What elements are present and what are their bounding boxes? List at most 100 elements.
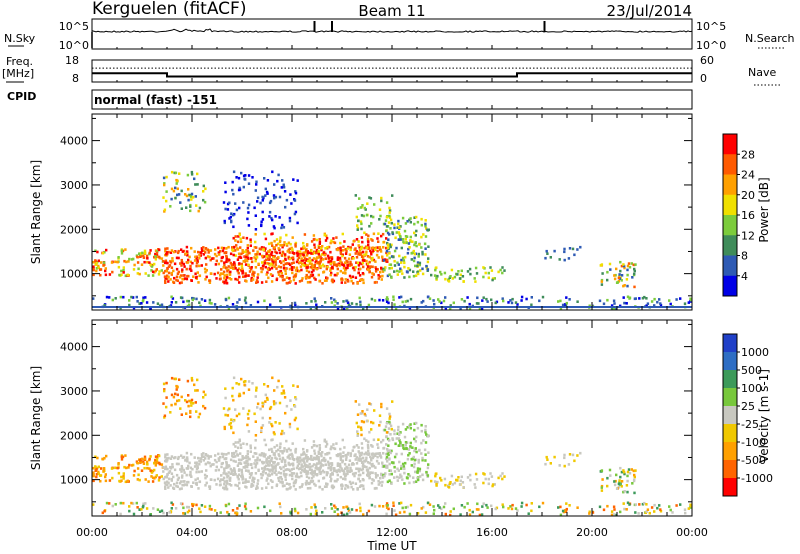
colorbar-segment xyxy=(723,134,737,155)
velocity-cell xyxy=(270,456,274,460)
power-cell xyxy=(136,255,139,259)
power-cell xyxy=(427,257,430,260)
velocity-cell xyxy=(294,478,298,482)
power-cell xyxy=(435,266,438,269)
velocity-cell xyxy=(355,467,358,470)
power-cell xyxy=(250,260,254,264)
power-cell xyxy=(354,194,357,197)
power-cell xyxy=(434,268,437,272)
power-cell xyxy=(346,301,350,304)
power-cell xyxy=(92,297,95,300)
power-cell xyxy=(295,266,298,270)
velocity-cell xyxy=(267,456,270,459)
power-cell xyxy=(187,198,190,202)
velocity-cell xyxy=(241,478,244,481)
velocity-cell xyxy=(387,427,391,430)
velocity-cell xyxy=(312,475,315,478)
power-cell xyxy=(645,304,648,307)
velocity-cell xyxy=(220,478,223,481)
velocity-cell xyxy=(383,428,387,432)
power-cell xyxy=(178,172,181,175)
power-cell xyxy=(231,248,234,252)
colorbar-segment xyxy=(723,174,737,196)
power-cell xyxy=(223,261,226,264)
velocity-cell xyxy=(293,507,297,511)
velocity-cell xyxy=(412,476,415,479)
power-cell xyxy=(407,267,410,270)
power-cell xyxy=(273,246,276,249)
velocity-cell xyxy=(402,446,405,450)
power-cell xyxy=(355,215,358,219)
power-cell xyxy=(215,254,218,258)
power-cell xyxy=(156,250,159,253)
velocity-cell xyxy=(227,513,231,516)
velocity-cell xyxy=(385,407,389,410)
power-cell xyxy=(378,275,382,278)
power-cell xyxy=(263,232,266,236)
velocity-cell xyxy=(468,473,472,477)
velocity-cell xyxy=(302,459,305,463)
velocity-cell xyxy=(367,446,370,450)
power-cell xyxy=(313,297,316,300)
noise-tick-top: 10^5 xyxy=(59,20,89,33)
power-cell xyxy=(211,257,214,260)
velocity-cell xyxy=(271,376,274,380)
power-cell xyxy=(260,220,263,224)
power-cell xyxy=(322,251,325,255)
power-cell xyxy=(198,253,201,257)
velocity-cell xyxy=(394,442,397,446)
power-cell xyxy=(329,260,332,263)
power-cell xyxy=(184,252,188,256)
power-cell xyxy=(250,266,253,269)
power-cell xyxy=(634,263,637,266)
velocity-cell xyxy=(278,502,281,505)
power-cell xyxy=(105,295,109,299)
velocity-cell xyxy=(273,471,276,475)
power-cell xyxy=(400,261,403,264)
velocity-cell xyxy=(417,461,420,464)
power-cell xyxy=(122,271,125,274)
power-cell xyxy=(359,267,362,271)
power-cell xyxy=(352,266,355,269)
velocity-cell xyxy=(412,480,416,484)
velocity-cell xyxy=(393,429,396,432)
power-cell xyxy=(306,251,310,255)
y-tick-label: 1000 xyxy=(60,268,88,281)
velocity-cell xyxy=(138,508,141,511)
power-cell xyxy=(194,272,197,276)
power-cell xyxy=(99,261,103,264)
velocity-cell xyxy=(365,465,368,469)
velocity-cell xyxy=(104,473,107,476)
power-cell xyxy=(404,222,408,225)
velocity-cell xyxy=(424,453,427,456)
velocity-cell xyxy=(191,467,194,471)
velocity-cell xyxy=(371,471,374,475)
velocity-cell xyxy=(338,470,341,473)
power-cell xyxy=(413,222,416,226)
velocity-cell xyxy=(388,439,391,442)
power-cell xyxy=(291,248,294,251)
velocity-cell xyxy=(191,502,194,506)
velocity-cell xyxy=(311,473,314,476)
velocity-cell xyxy=(388,420,391,424)
power-cell xyxy=(320,247,323,250)
velocity-cell xyxy=(344,487,347,490)
power-cell xyxy=(148,261,151,264)
velocity-cell xyxy=(196,477,199,480)
velocity-cell xyxy=(285,439,288,443)
velocity-cell xyxy=(499,474,502,478)
power-cell xyxy=(241,267,244,271)
velocity-cell xyxy=(255,459,258,462)
power-cell xyxy=(169,261,173,264)
velocity-cell xyxy=(576,506,579,509)
power-cell xyxy=(167,275,170,279)
velocity-cell xyxy=(444,483,447,487)
velocity-cell xyxy=(229,472,233,475)
x-tick-label: 08:00 xyxy=(276,526,308,539)
velocity-cell xyxy=(615,473,618,477)
velocity-cell xyxy=(390,482,393,485)
velocity-cell xyxy=(314,484,317,487)
velocity-cell xyxy=(236,453,239,456)
power-cell xyxy=(402,259,406,262)
power-cell xyxy=(222,270,226,274)
